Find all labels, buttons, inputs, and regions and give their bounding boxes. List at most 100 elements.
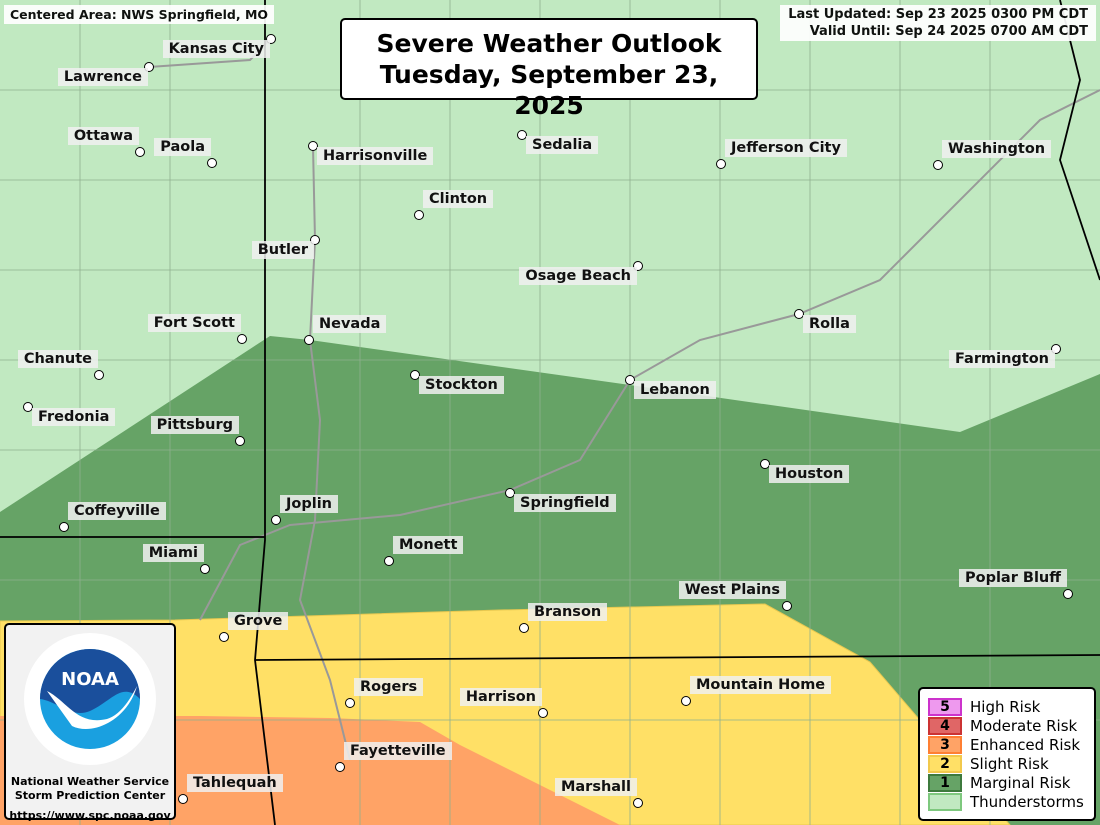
city-marker bbox=[794, 309, 804, 319]
legend: 5 High Risk 4 Moderate Risk 3 Enhanced Risk 2 S… bbox=[918, 687, 1096, 821]
valid-until: Valid Until: Sep 24 2025 0700 AM CDT bbox=[809, 24, 1088, 39]
city-marker bbox=[94, 370, 104, 380]
city-label: Monett bbox=[393, 536, 464, 554]
city-marker bbox=[135, 147, 145, 157]
noaa-logo-icon: NOAA bbox=[24, 633, 156, 765]
city-marker bbox=[517, 130, 527, 140]
legend-label: Marginal Risk bbox=[970, 773, 1071, 792]
city-marker bbox=[144, 62, 154, 72]
city-marker bbox=[933, 160, 943, 170]
city-label: Rolla bbox=[803, 315, 856, 333]
city-marker bbox=[519, 623, 529, 633]
city-marker bbox=[716, 159, 726, 169]
city-label: Kansas City bbox=[162, 40, 270, 58]
city-label: Joplin bbox=[280, 495, 338, 513]
city-label: Clinton bbox=[423, 190, 494, 208]
legend-swatch: 3 bbox=[928, 735, 962, 754]
city-marker bbox=[760, 459, 770, 469]
city-label: Rogers bbox=[354, 678, 424, 696]
city-label: Paola bbox=[154, 138, 211, 156]
city-marker bbox=[59, 522, 69, 532]
page-title: Severe Weather Outlook Tuesday, Septembe… bbox=[340, 18, 758, 120]
city-marker bbox=[271, 515, 281, 525]
city-label: Fredonia bbox=[32, 408, 116, 426]
city-label: Tahlequah bbox=[187, 774, 283, 792]
city-label: Harrison bbox=[459, 688, 542, 706]
city-label: Washington bbox=[942, 140, 1052, 158]
last-updated: Last Updated: Sep 23 2025 0300 PM CDT bbox=[788, 7, 1088, 22]
city-marker bbox=[235, 436, 245, 446]
city-label: Houston bbox=[769, 465, 850, 483]
city-label: Grove bbox=[228, 612, 289, 630]
city-marker bbox=[681, 696, 691, 706]
legend-swatch: 5 bbox=[928, 697, 962, 716]
legend-item: 2 Slight Risk bbox=[928, 754, 1094, 773]
timestamp-box: Last Updated: Sep 23 2025 0300 PM CDT Va… bbox=[780, 5, 1096, 41]
title-line2: Tuesday, September 23, 2025 bbox=[379, 60, 719, 120]
legend-label: Slight Risk bbox=[970, 754, 1049, 773]
city-label: Springfield bbox=[514, 494, 616, 512]
city-label: Marshall bbox=[554, 778, 637, 796]
city-marker bbox=[219, 632, 229, 642]
city-label: Ottawa bbox=[67, 127, 139, 145]
centered-area-label: Centered Area: NWS Springfield, MO bbox=[4, 5, 275, 24]
city-marker bbox=[633, 261, 643, 271]
city-label: Fayetteville bbox=[344, 742, 452, 760]
city-marker bbox=[304, 335, 314, 345]
legend-swatch: 1 bbox=[928, 773, 962, 792]
city-marker bbox=[384, 556, 394, 566]
legend-item: Thunderstorms bbox=[928, 792, 1094, 811]
city-label: Butler bbox=[251, 241, 314, 259]
city-marker bbox=[335, 762, 345, 772]
legend-label: High Risk bbox=[970, 697, 1041, 716]
logo-line1: National Weather Service bbox=[10, 775, 170, 788]
city-marker bbox=[538, 708, 548, 718]
city-label: Farmington bbox=[949, 350, 1055, 368]
city-marker bbox=[266, 34, 276, 44]
legend-item: 3 Enhanced Risk bbox=[928, 735, 1094, 754]
city-marker bbox=[308, 141, 318, 151]
city-marker bbox=[505, 488, 515, 498]
city-label: Miami bbox=[142, 544, 204, 562]
city-marker bbox=[200, 564, 210, 574]
city-label: Mountain Home bbox=[690, 676, 832, 694]
city-label: Lawrence bbox=[57, 68, 148, 86]
legend-item: 1 Marginal Risk bbox=[928, 773, 1094, 792]
legend-label: Thunderstorms bbox=[970, 792, 1084, 811]
legend-swatch: 2 bbox=[928, 754, 962, 773]
city-label: Coffeyville bbox=[68, 502, 166, 520]
city-marker bbox=[178, 794, 188, 804]
city-label: Jefferson City bbox=[725, 139, 847, 157]
city-marker bbox=[345, 698, 355, 708]
city-marker bbox=[207, 158, 217, 168]
city-marker bbox=[237, 334, 247, 344]
city-marker bbox=[1051, 344, 1061, 354]
legend-label: Enhanced Risk bbox=[970, 735, 1081, 754]
city-label: Chanute bbox=[17, 350, 98, 368]
city-label: West Plains bbox=[678, 581, 786, 599]
city-marker bbox=[23, 402, 33, 412]
city-label: Sedalia bbox=[526, 136, 599, 154]
legend-label: Moderate Risk bbox=[970, 716, 1078, 735]
legend-swatch: 4 bbox=[928, 716, 962, 735]
city-label: Branson bbox=[528, 603, 608, 621]
city-marker bbox=[414, 210, 424, 220]
legend-swatch bbox=[928, 792, 962, 811]
city-label: Lebanon bbox=[634, 381, 716, 399]
title-line1: Severe Weather Outlook bbox=[376, 29, 722, 58]
city-marker bbox=[310, 235, 320, 245]
noaa-logo-panel: NOAA National Weather Service Storm Pred… bbox=[4, 623, 176, 822]
logo-url[interactable]: https://www.spc.noaa.gov bbox=[9, 809, 171, 822]
city-marker bbox=[1063, 589, 1073, 599]
city-label: Pittsburg bbox=[150, 416, 239, 434]
legend-item: 4 Moderate Risk bbox=[928, 716, 1094, 735]
city-label: Stockton bbox=[419, 376, 504, 394]
svg-text:NOAA: NOAA bbox=[61, 669, 119, 690]
city-marker bbox=[410, 370, 420, 380]
logo-line2: Storm Prediction Center bbox=[14, 789, 166, 802]
city-label: Harrisonville bbox=[317, 147, 434, 165]
city-marker bbox=[633, 798, 643, 808]
city-marker bbox=[625, 375, 635, 385]
city-label: Poplar Bluff bbox=[958, 569, 1067, 587]
legend-item: 5 High Risk bbox=[928, 697, 1094, 716]
